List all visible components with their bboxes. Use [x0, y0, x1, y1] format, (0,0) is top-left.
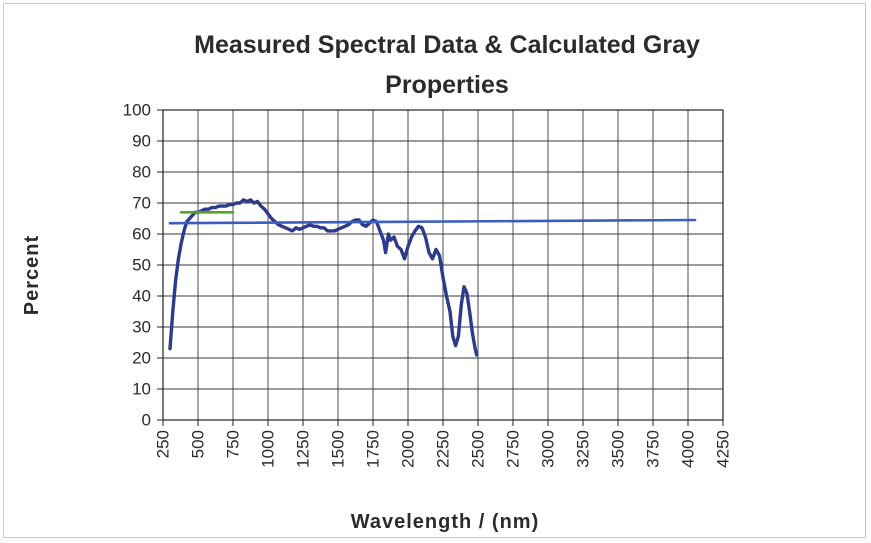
chart-title: Measured Spectral Data & Calculated Gray… — [194, 31, 700, 99]
y-axis-title: Percent — [21, 235, 43, 315]
y-tick-label: 90 — [132, 132, 151, 151]
y-tick-label: 80 — [132, 163, 151, 182]
chart-title-line-1: Measured Spectral Data & Calculated Gray — [194, 31, 700, 59]
x-tick-label: 1000 — [259, 430, 278, 468]
chart-title-line-2: Properties — [385, 71, 509, 99]
x-tick-label: 1250 — [294, 430, 313, 468]
y-tick-label: 30 — [132, 318, 151, 337]
x-tick-label: 750 — [224, 430, 243, 458]
x-tick-label: 3000 — [539, 430, 558, 468]
y-tick-label: 70 — [132, 194, 151, 213]
y-tick-label: 0 — [142, 411, 151, 430]
x-tick-label: 2750 — [504, 430, 523, 468]
x-tick-label: 3750 — [644, 430, 663, 468]
x-tick-label: 3500 — [609, 430, 628, 468]
x-tick-labels: 250 500 750 1000 1250 1500 1750 2000 2250 2500 275… — [154, 430, 733, 468]
x-tick-label: 4000 — [679, 430, 698, 468]
x-tick-label: 500 — [189, 430, 208, 458]
x-tick-label: 1750 — [364, 430, 383, 468]
y-tick-label: 40 — [132, 287, 151, 306]
x-tick-label: 4250 — [714, 430, 733, 468]
x-tick-label: 3250 — [574, 430, 593, 468]
y-tick-labels: 0 10 20 30 40 50 60 70 80 90 100 — [123, 101, 151, 430]
y-tick-label: 100 — [123, 101, 151, 120]
y-tick-label: 20 — [132, 349, 151, 368]
x-axis-title: Wavelength / (nm) — [351, 511, 539, 533]
x-tick-label: 1500 — [329, 430, 348, 468]
x-tick-label: 2000 — [399, 430, 418, 468]
y-tick-label: 50 — [132, 256, 151, 275]
y-tick-label: 10 — [132, 380, 151, 399]
x-tick-label: 2500 — [469, 430, 488, 468]
x-tick-label: 2250 — [434, 430, 453, 468]
x-tick-label: 250 — [154, 430, 173, 458]
y-tick-label: 60 — [132, 225, 151, 244]
